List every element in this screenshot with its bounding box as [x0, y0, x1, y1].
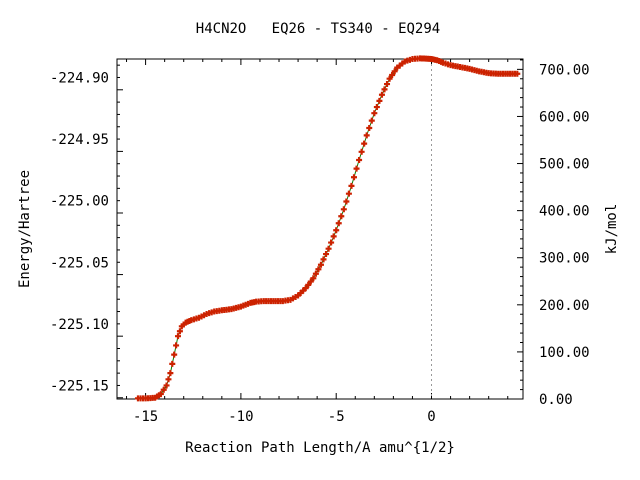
- data-point: [366, 124, 373, 131]
- y-tick-label: -224.90: [50, 70, 109, 86]
- y-axis-label: Energy/Hartree: [17, 170, 33, 288]
- data-point: [358, 148, 365, 155]
- y-axis-right: 0.00 100.00 200.00 300.00 400.00 500.00 600.00…: [517, 59, 590, 408]
- data-point: [312, 270, 319, 277]
- data-point: [160, 386, 167, 393]
- y-tick-label: -224.95: [50, 132, 109, 148]
- data-point: [384, 81, 391, 88]
- data-point: [330, 233, 337, 240]
- series-line: [138, 57, 518, 399]
- data-point: [165, 376, 172, 383]
- data-point: [167, 370, 174, 377]
- data-point: [157, 391, 164, 398]
- data-point: [356, 157, 363, 164]
- data-point: [376, 97, 383, 104]
- y2-axis-label: kJ/mol: [604, 204, 620, 255]
- data-point: [343, 198, 350, 205]
- data-point: [305, 281, 312, 288]
- y2-tick-label: 300.00: [539, 251, 590, 267]
- data-point: [391, 68, 398, 75]
- data-point: [323, 251, 330, 258]
- data-point: [307, 278, 314, 285]
- y-axis-left: -225.15 -225.10 -225.05 -225.00 -224.95 -224.…: [50, 64, 123, 399]
- data-point: [310, 275, 317, 282]
- y-tick-label: -225.05: [50, 255, 109, 271]
- data-point: [350, 174, 357, 181]
- data-point: [371, 110, 378, 117]
- data-point: [378, 91, 385, 98]
- data-point: [173, 342, 180, 349]
- data-point: [335, 220, 342, 227]
- x-tick-label: 0: [427, 409, 435, 425]
- y-tick-label: -225.15: [50, 378, 109, 394]
- data-point: [373, 104, 380, 111]
- y2-tick-label: 100.00: [539, 345, 590, 361]
- data-point: [368, 117, 375, 124]
- data-point: [381, 86, 388, 93]
- data-point: [325, 245, 332, 252]
- data-point: [302, 285, 309, 292]
- data-point: [338, 213, 345, 220]
- data-point: [363, 132, 370, 139]
- y2-tick-label: 400.00: [539, 204, 590, 220]
- energy-profile-series: [134, 55, 521, 402]
- data-point: [328, 239, 335, 246]
- data-point: [317, 261, 324, 268]
- data-point: [353, 165, 360, 172]
- y-tick-label: -225.00: [50, 194, 109, 210]
- data-point: [333, 227, 340, 234]
- plot-area: [116, 58, 524, 400]
- data-point: [171, 351, 178, 358]
- y-tick-label: -225.10: [50, 317, 109, 333]
- data-point: [386, 75, 393, 82]
- data-point: [320, 256, 327, 263]
- data-point: [345, 190, 352, 197]
- data-point: [340, 206, 347, 213]
- y2-tick-label: 0.00: [539, 392, 573, 408]
- data-point: [163, 382, 170, 389]
- data-point: [514, 70, 521, 77]
- chart-title: H4CN2O EQ26 - TS340 - EQ294: [196, 21, 440, 37]
- data-point: [389, 72, 396, 79]
- y2-tick-label: 500.00: [539, 157, 590, 173]
- data-point: [176, 328, 183, 335]
- x-tick-label: -15: [133, 409, 158, 425]
- y2-tick-label: 600.00: [539, 109, 590, 125]
- data-point: [348, 182, 355, 189]
- x-axis-label: Reaction Path Length/A amu^{1/2}: [185, 440, 455, 456]
- y2-tick-label: 700.00: [539, 62, 590, 78]
- data-point: [315, 266, 322, 273]
- x-tick-label: -10: [228, 409, 253, 425]
- data-point: [169, 360, 176, 367]
- x-tick-label: -5: [328, 409, 345, 425]
- data-point: [174, 333, 181, 340]
- y2-tick-label: 200.00: [539, 298, 590, 314]
- data-point: [361, 140, 368, 147]
- x-axis: -15 -10 -5 0: [126, 59, 509, 425]
